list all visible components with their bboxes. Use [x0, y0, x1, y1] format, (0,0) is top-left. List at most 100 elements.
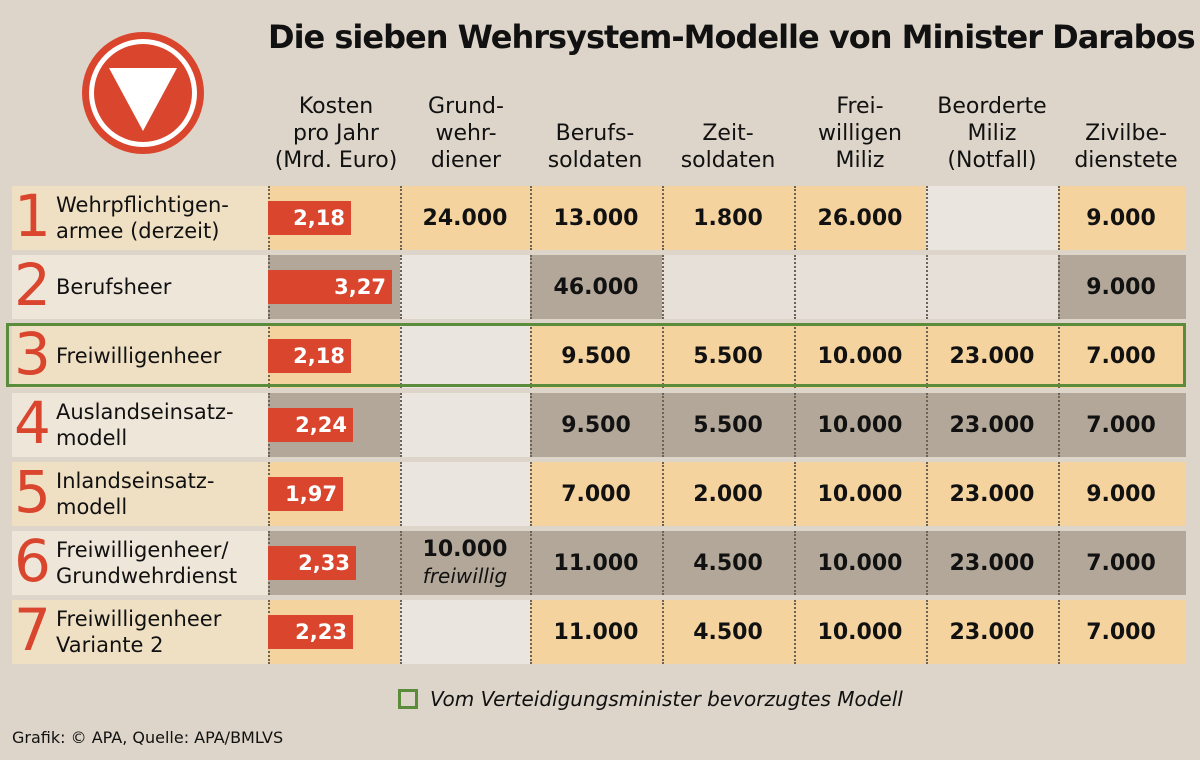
cell-grund: [400, 393, 532, 457]
value-berufs: 13.000: [553, 205, 639, 231]
chart-title: Die sieben Wehrsystem-Modelle von Minist…: [268, 18, 1196, 56]
cell-zivil: [1058, 600, 1186, 664]
value-grund-note: freiwillig: [422, 564, 508, 588]
cell-beorderte-miliz: [926, 186, 1060, 250]
cell-zeit: [662, 186, 796, 250]
column-header-kosten: Kosten pro Jahr (Mrd. Euro): [274, 94, 398, 173]
cell-zeit: [662, 255, 796, 319]
row-number: 6: [14, 527, 51, 595]
value-berufs: 46.000: [553, 274, 639, 300]
cell-freiwillige-miliz: [794, 600, 928, 664]
cell-zivil: [1058, 462, 1186, 526]
cell-zivil: [1058, 324, 1186, 388]
source-note: Grafik: © APA, Quelle: APA/BMLVS: [12, 728, 284, 747]
cell-berufs: [530, 324, 664, 388]
value-zeit: 1.800: [693, 205, 763, 231]
cell-beorderte-miliz: [926, 324, 1060, 388]
value-beorderte-miliz: 23.000: [949, 550, 1035, 576]
cost-bar: 2,23: [268, 615, 353, 649]
cost-bar: 1,97: [268, 477, 343, 511]
column-header-grundwehrdiener: Grund- wehr- diener: [428, 94, 504, 173]
column-header-zeitsoldaten: Zeit- soldaten: [680, 121, 776, 173]
value-freiwillige-miliz: 10.000: [817, 481, 903, 507]
cell-freiwillige-miliz: [794, 531, 928, 595]
cell-zivil: [1058, 531, 1186, 595]
value-freiwillige-miliz: 10.000: [817, 412, 903, 438]
value-berufs: 7.000: [561, 481, 631, 507]
table-row: 3 Freiwilligenheer 2,18 9.500 5.500 10.000 23.…: [12, 320, 1186, 388]
table-row: 1 Wehrpflichtigen- armee (derzeit) 2,18 24.…: [12, 182, 1186, 250]
value-freiwillige-miliz: 10.000: [817, 550, 903, 576]
cell-grund: [400, 531, 532, 595]
cell-grund: [400, 255, 532, 319]
row-model-name: Wehrpflichtigen- armee (derzeit): [56, 193, 229, 243]
cell-zeit: [662, 324, 796, 388]
value-freiwillige-miliz: 10.000: [817, 343, 903, 369]
row-number: 2: [14, 251, 51, 319]
cell-grund: [400, 324, 532, 388]
row-label-cell: [12, 600, 268, 664]
cost-bar: 2,24: [268, 408, 353, 442]
legend-text: Vom Verteidigungsminister bevorzugtes Mo…: [430, 687, 903, 711]
cell-freiwillige-miliz: [794, 324, 928, 388]
row-label-cell: [12, 531, 268, 595]
value-beorderte-miliz: 23.000: [949, 412, 1035, 438]
cell-grund: [400, 600, 532, 664]
cell-beorderte-miliz: [926, 462, 1060, 526]
value-zeit: 5.500: [693, 343, 763, 369]
row-label-cell: [12, 393, 268, 457]
cell-zivil: [1058, 255, 1186, 319]
value-zeit: 4.500: [693, 550, 763, 576]
cell-zivil: [1058, 186, 1186, 250]
value-zivil: 7.000: [1086, 412, 1156, 438]
cell-berufs: [530, 531, 664, 595]
value-zivil: 7.000: [1086, 619, 1156, 645]
row-number: 5: [14, 458, 51, 526]
cell-berufs: [530, 255, 664, 319]
value-grund-with-note: 10.000 freiwillig: [400, 531, 530, 595]
cost-bar: 2,18: [268, 201, 351, 235]
cell-grund: [400, 186, 532, 250]
row-label-cell: [12, 324, 268, 388]
value-grund: 24.000: [422, 205, 508, 231]
cell-berufs: [530, 600, 664, 664]
legend-swatch: [398, 689, 418, 709]
cell-freiwillige-miliz: [794, 186, 928, 250]
row-model-name: Berufsheer: [56, 275, 172, 299]
value-beorderte-miliz: 23.000: [949, 619, 1035, 645]
value-beorderte-miliz: 23.000: [949, 481, 1035, 507]
cell-zeit: [662, 462, 796, 526]
cell-beorderte-miliz: [926, 531, 1060, 595]
value-berufs: 9.500: [561, 412, 631, 438]
row-model-name: Inlandseinsatz- modell: [56, 469, 215, 519]
row-model-name: Freiwilligenheer: [56, 344, 222, 368]
column-header-beorderte-miliz: Beorderte Miliz (Notfall): [937, 94, 1047, 173]
value-freiwillige-miliz: 10.000: [817, 619, 903, 645]
row-number: 3: [14, 320, 51, 388]
table-row: 7 Freiwilligenheer Variante 2 2,23 11.000 4.…: [12, 596, 1186, 664]
cell-berufs: [530, 462, 664, 526]
cell-berufs: [530, 186, 664, 250]
value-zeit: 4.500: [693, 619, 763, 645]
column-header-berufssoldaten: Berufs- soldaten: [547, 121, 643, 173]
value-freiwillige-miliz: 26.000: [817, 205, 903, 231]
value-zivil: 9.000: [1086, 274, 1156, 300]
value-berufs: 9.500: [561, 343, 631, 369]
row-label-cell: [12, 255, 268, 319]
row-model-name: Freiwilligenheer/ Grundwehrdienst: [56, 538, 238, 588]
value-beorderte-miliz: 23.000: [949, 343, 1035, 369]
cell-zeit: [662, 600, 796, 664]
table-row: 4 Auslandseinsatz- modell 2,24 9.500 5.500 10…: [12, 389, 1186, 457]
row-label-cell: [12, 462, 268, 526]
table-row: 2 Berufsheer 3,27 46.000 9.000: [12, 251, 1186, 319]
column-header-zivilbedienstete: Zivilbe- dienstete: [1074, 121, 1178, 173]
cost-bar: 2,33: [268, 546, 356, 580]
cost-bar: 3,27: [268, 270, 392, 304]
cell-freiwillige-miliz: [794, 393, 928, 457]
austrian-army-logo: [82, 32, 204, 154]
value-zivil: 7.000: [1086, 550, 1156, 576]
cell-zeit: [662, 393, 796, 457]
cell-freiwillige-miliz: [794, 462, 928, 526]
cell-zivil: [1058, 393, 1186, 457]
row-model-name: Auslandseinsatz- modell: [56, 400, 234, 450]
